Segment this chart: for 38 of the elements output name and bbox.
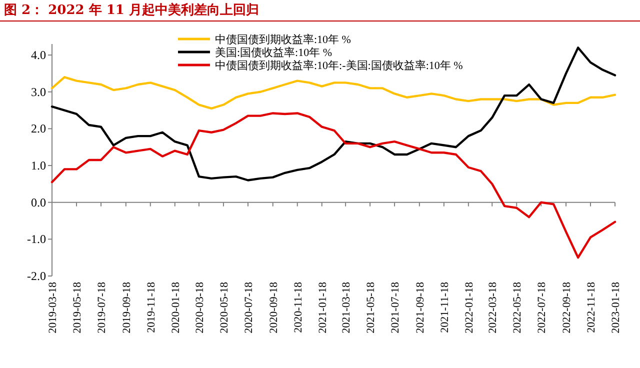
x-tick-label: 2022-05-18: [512, 282, 524, 334]
x-tick-label: 2019-03-18: [47, 282, 59, 334]
x-tick-label: 2022-01-18: [463, 282, 476, 334]
legend-label: 美国:国债收益率:10年 %: [215, 46, 332, 59]
x-tick-label: 2020-07-18: [242, 282, 255, 334]
x-tick-label: 2020-05-18: [218, 282, 230, 334]
x-tick-label: 2022-07-18: [536, 282, 548, 334]
x-tick-label: 2021-11-18: [438, 282, 451, 333]
line-series: [50, 46, 616, 182]
y-tick-label: 1.0: [31, 158, 46, 173]
line-series: [50, 76, 616, 110]
line-series: [50, 112, 616, 259]
x-tick-label: 2019-05-18: [71, 282, 84, 334]
x-tick-label: 2021-07-18: [390, 282, 402, 334]
x-tick-label: 2020-11-18: [292, 282, 304, 333]
y-tick-label: -1.0: [27, 232, 46, 246]
x-tick-label: 2020-01-18: [170, 282, 182, 334]
x-tick-label: 2023-01-18: [610, 282, 622, 334]
y-tick-label: 2.0: [31, 122, 46, 136]
x-tick-label: 2022-11-18: [586, 282, 598, 333]
y-tick-label: 4.0: [31, 48, 46, 62]
x-tick-label: 2021-05-18: [365, 282, 378, 334]
x-tick-label: 2022-09-18: [561, 282, 574, 334]
x-tick-label: 2020-03-18: [194, 282, 206, 334]
y-tick-label: 0.0: [31, 195, 46, 210]
x-tick-label: 2021-03-18: [340, 282, 353, 334]
y-tick-label: -2.0: [27, 269, 46, 283]
legend-label: 中债国债到期收益率:10年:-美国:国债收益率:10年 %: [215, 59, 463, 72]
x-tick-label: 2020-09-18: [268, 282, 280, 334]
x-tick-label: 2019-11-18: [145, 282, 158, 333]
x-tick-label: 2021-09-18: [414, 282, 426, 334]
x-tick-label: 2022-03-18: [487, 282, 500, 334]
x-tick-label: 2021-01-18: [316, 282, 329, 334]
x-tick-label: 2019-09-18: [120, 282, 133, 334]
chart-title: 图 2： 2022 年 11 月起中美利差向上回归: [4, 2, 259, 18]
y-tick-label: 3.0: [31, 84, 46, 99]
legend-label: 中债国债到期收益率:10年 %: [215, 33, 351, 46]
x-tick-label: 2019-07-18: [96, 282, 108, 334]
